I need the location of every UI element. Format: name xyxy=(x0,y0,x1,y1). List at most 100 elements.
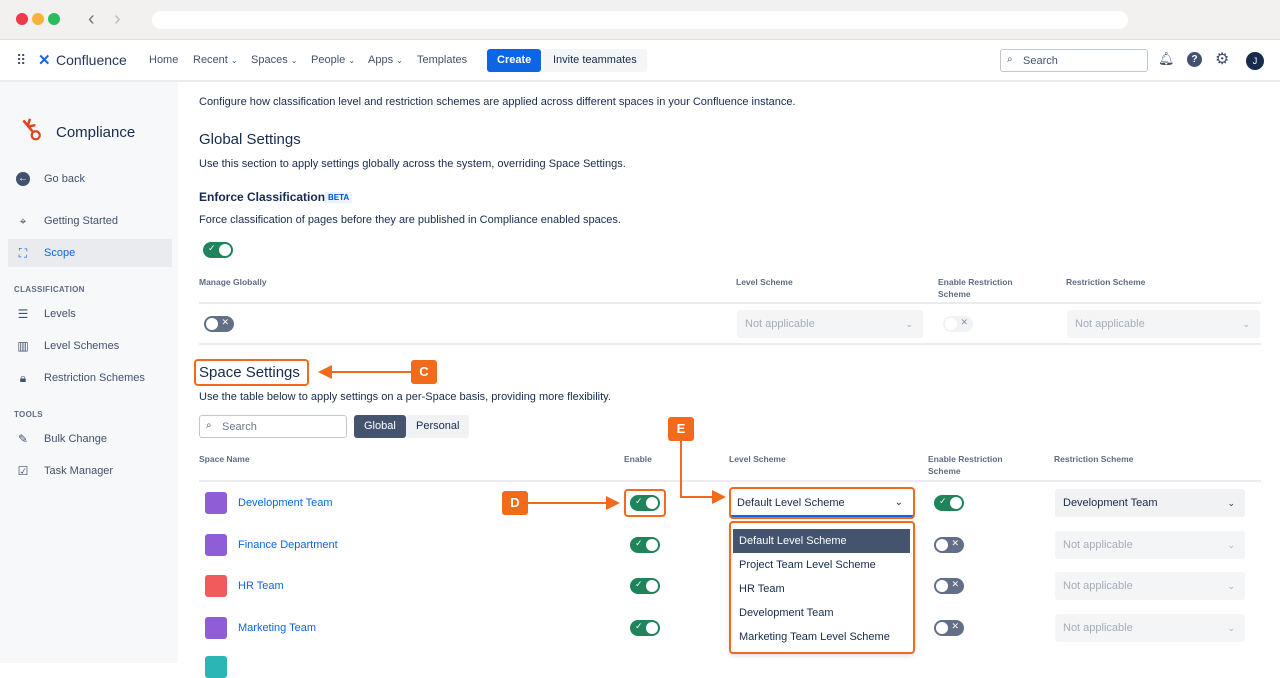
top-nav: ⠿ ✕ Confluence Home Recent ⌄ Spaces ⌄ Pe… xyxy=(0,40,1280,82)
browser-chrome: ‹ › xyxy=(0,0,1280,40)
space-name-link[interactable]: Finance Department xyxy=(238,538,338,551)
app-title: Compliance xyxy=(56,124,136,141)
space-restriction-toggle[interactable]: ✕ xyxy=(934,578,964,594)
restriction-scheme-select[interactable]: Not applicable ⌄ xyxy=(1055,530,1245,559)
nav-people[interactable]: People ⌄ xyxy=(311,54,355,66)
close-window-icon[interactable] xyxy=(16,13,28,25)
global-restriction-toggle[interactable]: ✕ xyxy=(943,316,973,332)
notifications-icon[interactable]: 🔔︎ xyxy=(1158,51,1175,66)
task-check-icon: ☑ xyxy=(17,464,29,478)
space-enable-toggle[interactable]: ✓ xyxy=(630,536,660,553)
nav-apps[interactable]: Apps ⌄ xyxy=(368,54,403,66)
sidebar-item-label: Go back xyxy=(44,173,85,185)
arrow-head-icon xyxy=(318,365,332,379)
sidebar-item-bulk-change[interactable]: ✎ Bulk Change xyxy=(8,425,172,453)
select-value: Not applicable xyxy=(1075,318,1145,330)
flag-icon: ⌖ xyxy=(19,213,27,228)
check-icon: ✓ xyxy=(635,579,643,589)
filter-global-button[interactable]: Global xyxy=(354,415,406,438)
chevron-down-icon: ⌄ xyxy=(1242,319,1250,329)
avatar[interactable]: J xyxy=(1246,52,1264,70)
nav-recent[interactable]: Recent ⌄ xyxy=(193,54,238,66)
sidebar-item-getting-started[interactable]: ⌖ Getting Started xyxy=(8,207,172,235)
space-avatar xyxy=(205,492,227,514)
level-scheme-select[interactable]: Default Level Scheme ⌄ xyxy=(731,489,913,517)
space-avatar xyxy=(205,616,227,639)
sidebar-item-restriction-schemes[interactable]: 🔒︎ Restriction Schemes xyxy=(8,364,172,392)
help-icon[interactable]: ? xyxy=(1187,52,1202,67)
dropdown-option[interactable]: Marketing Team Level Scheme xyxy=(739,631,890,643)
sidebar-go-back[interactable]: ← Go back xyxy=(8,165,172,193)
sidebar-item-scope[interactable]: ⛶ Scope xyxy=(8,239,172,267)
select-value: Not applicable xyxy=(745,318,815,330)
dropdown-option[interactable]: Development Team xyxy=(739,607,834,619)
restriction-scheme-select[interactable]: Development Team ⌄ xyxy=(1055,489,1245,517)
x-icon: ✕ xyxy=(951,537,959,548)
space-settings-desc: Use the table below to apply settings on… xyxy=(199,391,611,403)
app-switcher-icon[interactable]: ⠿ xyxy=(16,52,27,68)
dropdown-option[interactable]: HR Team xyxy=(739,583,785,595)
nav-home[interactable]: Home xyxy=(149,54,179,66)
nav-spaces[interactable]: Spaces ⌄ xyxy=(251,54,297,66)
dropdown-option[interactable]: Default Level Scheme xyxy=(733,529,910,553)
minimize-window-icon[interactable] xyxy=(32,13,44,25)
space-name-link[interactable]: Marketing Team xyxy=(238,621,317,634)
x-icon: ✕ xyxy=(221,317,229,327)
restriction-scheme-select[interactable]: Not applicable ⌄ xyxy=(1055,613,1245,642)
sidebar-item-level-schemes[interactable]: ▥ Level Schemes xyxy=(8,332,172,360)
check-icon: ✓ xyxy=(635,537,643,548)
level-scheme-dropdown: Default Level Scheme Project Team Level S… xyxy=(731,524,913,652)
create-button[interactable]: Create xyxy=(487,49,542,72)
invite-teammates-button[interactable]: Invite teammates xyxy=(543,49,647,72)
restriction-scheme-select[interactable]: Not applicable ⌄ xyxy=(1055,572,1245,600)
divider xyxy=(199,480,1261,482)
annotation-box-e-select xyxy=(729,487,915,519)
space-search-input[interactable]: ⌕ Search xyxy=(199,415,347,438)
back-icon[interactable]: ‹ xyxy=(88,8,95,30)
filter-personal-button[interactable]: Personal xyxy=(406,415,470,438)
space-enable-toggle[interactable]: ✓ xyxy=(630,619,660,636)
sidebar-item-task-manager[interactable]: ☑ Task Manager xyxy=(8,457,172,485)
divider xyxy=(199,302,1261,304)
nav-label: People xyxy=(311,54,346,66)
confluence-logo-icon[interactable]: ✕ xyxy=(38,52,51,69)
layers-icon: ☰ xyxy=(17,307,29,321)
column-header: Enable xyxy=(624,454,652,464)
search-placeholder: Search xyxy=(1023,55,1058,67)
space-enable-toggle[interactable]: ✓ xyxy=(630,578,660,594)
column-header: Restriction Scheme xyxy=(1054,454,1134,464)
annotation-arrow-e xyxy=(680,441,682,498)
annotation-badge-c: C xyxy=(411,360,437,384)
global-level-scheme-select[interactable]: Not applicable ⌄ xyxy=(737,310,923,338)
enforce-classification-toggle[interactable]: ✓ xyxy=(203,242,233,258)
chevron-down-icon: ⌄ xyxy=(290,56,298,65)
space-restriction-toggle[interactable]: ✕ xyxy=(934,619,964,636)
settings-gear-icon[interactable]: ⚙ xyxy=(1215,51,1230,68)
enforce-classification-title: Enforce Classification xyxy=(199,190,326,204)
forward-icon[interactable]: › xyxy=(114,8,121,30)
enforce-classification-desc: Force classification of pages before the… xyxy=(199,214,621,226)
chevron-down-icon: ⌄ xyxy=(894,497,903,508)
scope-icon: ⛶ xyxy=(18,245,28,260)
search-input[interactable]: ⌕ Search xyxy=(1000,49,1148,72)
space-restriction-toggle[interactable]: ✕ xyxy=(934,536,964,553)
space-name-link[interactable]: HR Team xyxy=(238,580,284,592)
nav-templates[interactable]: Templates xyxy=(417,54,468,66)
product-name[interactable]: Confluence xyxy=(56,52,127,68)
sidebar-item-label: Task Manager xyxy=(44,465,114,477)
space-restriction-toggle[interactable]: ✓ xyxy=(934,495,964,511)
maximize-window-icon[interactable] xyxy=(48,13,60,25)
space-enable-toggle[interactable]: ✓ xyxy=(630,495,660,511)
select-value: Not applicable xyxy=(1063,538,1133,551)
dropdown-option[interactable]: Project Team Level Scheme xyxy=(739,559,876,571)
address-bar[interactable] xyxy=(152,11,1128,29)
space-avatar xyxy=(205,656,227,678)
sidebar-item-levels[interactable]: ☰ Levels xyxy=(8,300,172,328)
space-name-link[interactable]: Development Team xyxy=(238,497,333,509)
manage-globally-toggle[interactable]: ✕ xyxy=(204,316,234,332)
select-value: Default Level Scheme xyxy=(737,497,845,509)
annotation-box-c xyxy=(194,359,309,386)
search-placeholder: Search xyxy=(222,421,257,433)
global-restriction-scheme-select[interactable]: Not applicable ⌄ xyxy=(1067,310,1260,338)
check-icon: ✓ xyxy=(635,496,643,506)
